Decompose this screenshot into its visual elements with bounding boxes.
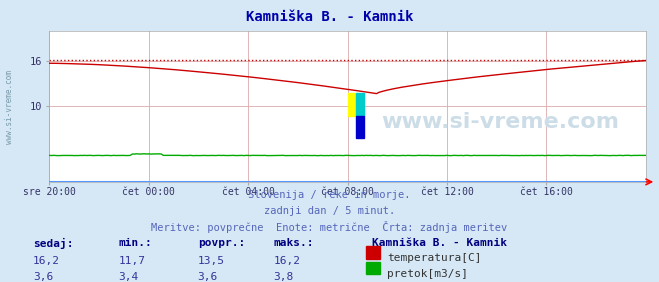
Text: 3,4: 3,4: [119, 272, 139, 281]
Text: povpr.:: povpr.:: [198, 238, 245, 248]
Text: min.:: min.:: [119, 238, 152, 248]
Text: Kamniška B. - Kamnik: Kamniška B. - Kamnik: [246, 10, 413, 24]
Text: zadnji dan / 5 minut.: zadnji dan / 5 minut.: [264, 206, 395, 216]
Text: Slovenija / reke in morje.: Slovenija / reke in morje.: [248, 190, 411, 200]
Text: 11,7: 11,7: [119, 256, 146, 266]
Text: sedaj:: sedaj:: [33, 238, 73, 249]
Text: 3,6: 3,6: [33, 272, 53, 281]
Text: www.si-vreme.com: www.si-vreme.com: [5, 70, 14, 144]
Text: 16,2: 16,2: [33, 256, 60, 266]
Text: www.si-vreme.com: www.si-vreme.com: [381, 112, 619, 131]
Bar: [356, 93, 364, 116]
Text: 13,5: 13,5: [198, 256, 225, 266]
Text: Kamniška B. - Kamnik: Kamniška B. - Kamnik: [372, 238, 507, 248]
Text: Meritve: povprečne  Enote: metrične  Črta: zadnja meritev: Meritve: povprečne Enote: metrične Črta:…: [152, 221, 507, 233]
Bar: [348, 93, 356, 116]
Text: pretok[m3/s]: pretok[m3/s]: [387, 269, 468, 279]
Text: 3,8: 3,8: [273, 272, 294, 281]
Bar: [356, 116, 364, 138]
Text: 3,6: 3,6: [198, 272, 218, 281]
Text: maks.:: maks.:: [273, 238, 314, 248]
Text: temperatura[C]: temperatura[C]: [387, 253, 481, 263]
Text: 16,2: 16,2: [273, 256, 301, 266]
